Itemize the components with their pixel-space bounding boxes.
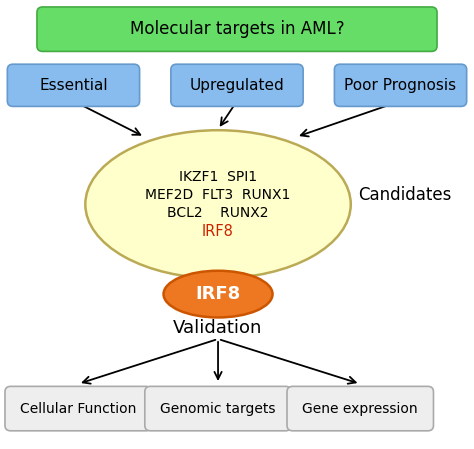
- Text: Genomic targets: Genomic targets: [160, 401, 276, 416]
- Text: IRF8: IRF8: [202, 224, 234, 239]
- Text: Poor Prognosis: Poor Prognosis: [345, 78, 456, 93]
- Text: Validation: Validation: [173, 319, 263, 337]
- Text: Cellular Function: Cellular Function: [20, 401, 137, 416]
- FancyBboxPatch shape: [171, 64, 303, 106]
- Ellipse shape: [85, 130, 351, 278]
- Text: IRF8: IRF8: [195, 285, 241, 303]
- Text: Upregulated: Upregulated: [190, 78, 284, 93]
- FancyBboxPatch shape: [37, 7, 437, 51]
- Ellipse shape: [164, 271, 273, 317]
- Text: Molecular targets in AML?: Molecular targets in AML?: [130, 20, 344, 38]
- Text: Gene expression: Gene expression: [302, 401, 418, 416]
- FancyBboxPatch shape: [334, 64, 466, 106]
- FancyBboxPatch shape: [287, 386, 434, 431]
- Text: BCL2    RUNX2: BCL2 RUNX2: [167, 206, 269, 220]
- FancyBboxPatch shape: [145, 386, 291, 431]
- FancyBboxPatch shape: [5, 386, 152, 431]
- Text: Candidates: Candidates: [358, 186, 451, 204]
- Text: Essential: Essential: [39, 78, 108, 93]
- Text: MEF2D  FLT3  RUNX1: MEF2D FLT3 RUNX1: [146, 188, 291, 202]
- FancyBboxPatch shape: [7, 64, 140, 106]
- Text: IKZF1  SPI1: IKZF1 SPI1: [179, 170, 257, 185]
